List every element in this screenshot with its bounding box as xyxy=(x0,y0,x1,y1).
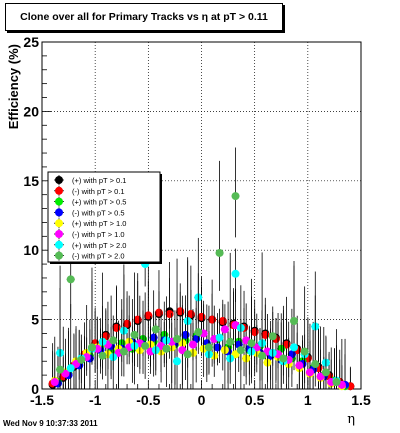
data-point-7 xyxy=(226,337,235,346)
data-point-7 xyxy=(311,360,320,369)
data-point-6 xyxy=(231,269,240,278)
data-point-7 xyxy=(56,365,65,374)
legend-label: (-) with pT > 1.0 xyxy=(72,230,125,239)
x-tick-label: 0 xyxy=(198,392,206,408)
data-point-7 xyxy=(119,347,128,356)
data-point-6 xyxy=(290,343,299,352)
data-point-7 xyxy=(332,378,341,387)
legend-marker-5 xyxy=(55,230,63,238)
timestamp-footer: Wed Nov 9 10:37:33 2011 xyxy=(3,419,98,428)
data-point-7 xyxy=(204,343,213,352)
data-point-7 xyxy=(151,325,160,334)
data-point-7 xyxy=(300,347,309,356)
data-point-7 xyxy=(141,341,150,350)
legend-marker-0 xyxy=(55,176,63,184)
data-point-7 xyxy=(321,368,330,377)
x-tick-label: -1.5 xyxy=(30,392,54,408)
legend-marker-6 xyxy=(55,240,63,249)
legend-box xyxy=(47,171,161,263)
y-tick-label: 15 xyxy=(23,173,39,189)
data-point-7 xyxy=(173,335,182,344)
data-point-7 xyxy=(247,339,256,348)
data-point-7 xyxy=(236,346,245,355)
data-point-7 xyxy=(162,344,171,353)
data-point-6 xyxy=(173,357,182,366)
legend-label: (+) with pT > 0.5 xyxy=(72,198,126,207)
data-point-7 xyxy=(215,248,224,257)
y-axis-label: Efficiency (%) xyxy=(6,44,21,129)
legend-marker-4 xyxy=(55,219,63,228)
data-point-5 xyxy=(305,368,314,377)
data-point-7 xyxy=(98,351,107,360)
data-point-5 xyxy=(50,378,59,387)
chart-title: Clone over all for Primary Tracks vs η a… xyxy=(5,3,283,31)
y-tick-label: 20 xyxy=(23,103,39,119)
data-point-7 xyxy=(194,328,203,337)
data-point-5 xyxy=(295,361,304,370)
x-axis-label: η xyxy=(347,412,355,427)
data-point-7 xyxy=(183,350,192,359)
legend-label: (+) with pT > 2.0 xyxy=(72,241,126,250)
legend-label: (-) with pT > 2.0 xyxy=(72,252,125,261)
data-point-5 xyxy=(188,340,197,349)
x-tick-label: 0.5 xyxy=(245,392,265,408)
data-point-7 xyxy=(130,330,139,339)
legend-label: (-) with pT > 0.1 xyxy=(72,187,125,196)
data-point-5 xyxy=(220,325,229,334)
data-point-6 xyxy=(215,333,224,342)
data-point-7 xyxy=(258,351,267,360)
legend-label: (+) with pT > 0.1 xyxy=(72,176,126,185)
data-point-7 xyxy=(231,192,240,201)
y-tick-label: 0 xyxy=(31,381,39,397)
x-tick-label: 1.5 xyxy=(351,392,371,408)
data-point-7 xyxy=(268,332,277,341)
data-point-7 xyxy=(77,355,86,364)
data-point-7 xyxy=(66,275,75,284)
data-point-7 xyxy=(290,316,299,325)
legend-marker-3 xyxy=(55,208,63,217)
y-tick-label: 5 xyxy=(31,312,39,328)
legend-marker-1 xyxy=(55,186,63,195)
x-tick-label: 1 xyxy=(304,392,312,408)
x-tick-label: -0.5 xyxy=(136,392,160,408)
y-tick-label: 10 xyxy=(23,242,39,258)
legend-label: (+) with pT > 1.0 xyxy=(72,219,126,228)
legend-marker-7 xyxy=(55,251,63,260)
y-tick-label: 25 xyxy=(23,34,39,50)
legend-marker-2 xyxy=(55,197,63,206)
data-point-7 xyxy=(279,354,288,363)
data-point-6 xyxy=(66,364,75,373)
legend-label: (-) with pT > 0.5 xyxy=(72,208,125,217)
x-tick-label: -1 xyxy=(89,392,102,408)
data-point-7 xyxy=(87,343,96,352)
data-point-7 xyxy=(109,336,118,345)
